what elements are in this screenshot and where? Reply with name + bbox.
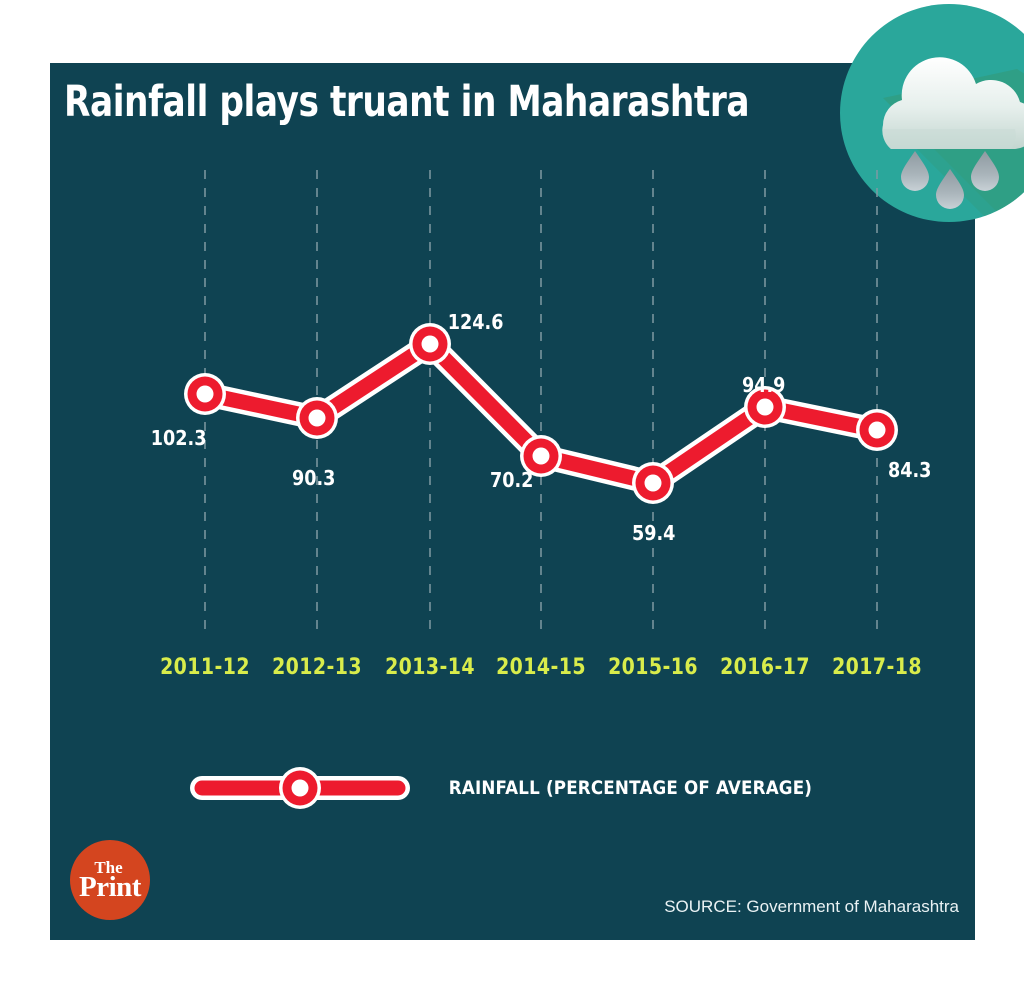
source-note: SOURCE: Government of Maharashtra — [664, 897, 959, 916]
data-point[interactable] — [632, 462, 674, 504]
theprint-logo[interactable]: The Print — [70, 840, 150, 920]
x-axis-tick: 2014-15 — [496, 655, 586, 680]
x-axis-tick: 2017-18 — [832, 655, 922, 680]
data-point[interactable] — [409, 323, 451, 365]
line-chart-svg — [184, 170, 898, 635]
chart-legend: RAINFALL (PERCENTAGE OF AVERAGE) — [190, 758, 890, 818]
data-points-group — [184, 323, 898, 504]
chart-panel: Rainfall plays truant in Maharashtra — [50, 4, 1024, 940]
x-axis: 2011-12 2012-13 2013-14 2014-15 2015-16 … — [50, 655, 975, 695]
data-point[interactable] — [520, 435, 562, 477]
data-label: 59.4 — [631, 521, 676, 545]
logo-the-text: The — [94, 857, 123, 877]
logo-print-text: Print — [79, 870, 141, 903]
x-axis-tick: 2013-14 — [385, 655, 475, 680]
x-axis-tick: 2015-16 — [608, 655, 698, 680]
data-label: 94.9 — [741, 373, 786, 397]
page-title: Rainfall plays truant in Maharashtra — [64, 77, 750, 127]
data-label: 70.2 — [489, 468, 534, 492]
data-point[interactable] — [296, 397, 338, 439]
plot-area: 102.3 90.3 124.6 70.2 59.4 94.9 84.3 — [50, 63, 975, 940]
data-point[interactable] — [184, 373, 226, 415]
x-axis-tick: 2012-13 — [272, 655, 362, 680]
data-point[interactable] — [856, 409, 898, 451]
data-point[interactable] — [744, 386, 786, 428]
data-label: 124.6 — [447, 310, 504, 334]
x-axis-tick: 2016-17 — [720, 655, 810, 680]
gridlines-group — [204, 170, 878, 635]
data-label: 84.3 — [887, 458, 932, 482]
legend-marker-icon[interactable] — [190, 766, 410, 810]
data-label: 102.3 — [150, 426, 207, 450]
legend-label: RAINFALL (PERCENTAGE OF AVERAGE) — [448, 777, 813, 799]
x-axis-tick: 2011-12 — [160, 655, 250, 680]
data-label: 90.3 — [291, 466, 336, 490]
